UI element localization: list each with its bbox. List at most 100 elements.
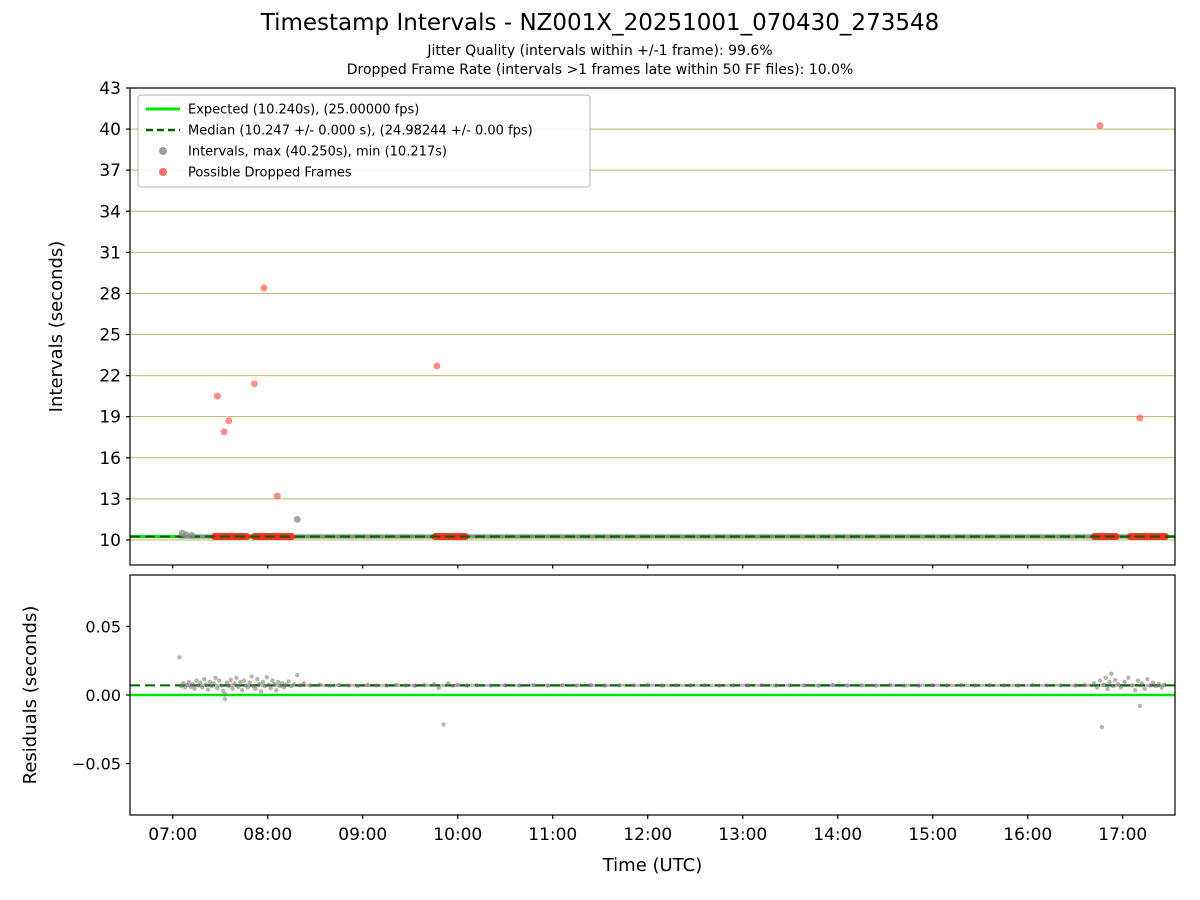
residual-point: [441, 722, 446, 727]
residual-point: [198, 680, 203, 685]
residual-point: [902, 683, 907, 688]
residual-point: [270, 678, 275, 683]
y-tick-label: 0.05: [85, 617, 121, 636]
legend-dot-sample: [159, 168, 167, 176]
residual-point: [232, 681, 237, 686]
residual-point: [1135, 678, 1141, 683]
residual-point: [228, 677, 233, 683]
interval-point: [188, 531, 196, 539]
residual-point: [503, 683, 508, 688]
residual-point: [262, 683, 268, 689]
residual-point: [1132, 688, 1138, 693]
residual-point: [1103, 675, 1108, 681]
interval-point: [182, 531, 190, 539]
residual-point: [422, 682, 427, 688]
residual-point: [916, 683, 921, 688]
residual-point: [238, 679, 243, 685]
residual-point: [588, 682, 593, 688]
residual-point: [474, 682, 479, 688]
residual-point: [1107, 679, 1112, 685]
residual-point: [788, 683, 793, 688]
residual-point: [1092, 681, 1097, 686]
residual-point: [1016, 683, 1021, 688]
residual-point: [186, 679, 192, 685]
residual-point: [234, 675, 239, 681]
x-tick-label: 09:00: [338, 825, 387, 845]
residual-point: [219, 683, 224, 688]
x-tick-label: 16:00: [1003, 825, 1052, 845]
residual-point: [224, 680, 230, 685]
residual-point: [274, 688, 279, 693]
x-tick-label: 15:00: [908, 825, 957, 845]
residual-point: [455, 682, 460, 687]
residual-point: [930, 683, 935, 688]
residual-point: [384, 683, 389, 688]
residual-point: [255, 677, 260, 682]
dropped-frame-point: [1136, 414, 1144, 422]
residual-point: [297, 683, 303, 688]
residual-point: [247, 680, 252, 685]
y-tick-label: 10: [99, 531, 121, 551]
residual-point: [631, 683, 636, 688]
residuals-panel: 0.05 0.00 −0.05 07:00 08:00 09:00 10:00 11:00 12…: [72, 574, 1176, 845]
residual-point: [1112, 677, 1118, 683]
dropped-frame-point: [273, 492, 281, 500]
residual-point: [412, 683, 418, 689]
residual-point: [674, 683, 679, 688]
residual-point: [279, 681, 285, 686]
residual-point: [365, 682, 370, 688]
residual-point: [245, 685, 250, 690]
y-tick-label: 16: [99, 449, 121, 469]
residual-point: [1094, 685, 1100, 690]
y-tick-label: 19: [99, 408, 121, 428]
residual-point: [194, 678, 199, 683]
legend: Expected (10.240s), (25.00000 fps) Median…: [137, 94, 591, 188]
y-tick-label: 43: [99, 79, 121, 99]
residual-point: [545, 683, 551, 688]
residual-point: [702, 682, 707, 688]
legend-label: Possible Dropped Frames: [188, 166, 352, 181]
residual-point: [207, 679, 212, 685]
residual-point: [816, 683, 821, 688]
residual-point: [295, 672, 300, 678]
residual-point: [215, 685, 220, 691]
residual-point: [1156, 681, 1162, 687]
residual-point: [959, 682, 964, 688]
residual-point: [645, 682, 650, 688]
residual-point: [1122, 679, 1127, 685]
residual-point: [845, 683, 850, 688]
residual-point: [1142, 686, 1147, 692]
legend-label: Expected (10.240s), (25.00000 fps): [188, 103, 419, 118]
y-tick-label: 37: [99, 161, 121, 181]
residual-point: [200, 685, 205, 690]
residual-point: [1058, 683, 1064, 688]
residual-point: [1137, 703, 1143, 709]
residual-point: [253, 686, 258, 692]
residual-point: [205, 687, 211, 692]
residual-point: [560, 683, 565, 688]
residual-point: [1030, 682, 1035, 688]
residual-point: [336, 682, 342, 688]
interval-point: [293, 515, 301, 523]
residual-point: [283, 682, 288, 687]
residual-point: [226, 683, 231, 689]
residual-point: [1001, 683, 1007, 688]
residual-point: [268, 685, 273, 691]
residual-point: [1044, 683, 1049, 688]
residual-point: [346, 683, 351, 688]
residual-point: [286, 679, 291, 684]
residual-point: [272, 681, 277, 687]
residual-point: [659, 683, 665, 688]
residual-point: [944, 683, 950, 688]
intervals-panel: 10 13 16 19 22 25 28 31 34 37 40 43: [99, 79, 1176, 569]
residual-point: [217, 678, 222, 683]
residual-point: [1111, 683, 1116, 689]
x-tick-label: 12:00: [623, 825, 672, 845]
x-tick-label: 11:00: [528, 825, 577, 845]
residual-point: [257, 681, 262, 687]
residual-point: [258, 689, 264, 694]
residual-point: [201, 677, 207, 682]
residual-point: [602, 683, 608, 688]
residual-point: [1118, 685, 1124, 690]
